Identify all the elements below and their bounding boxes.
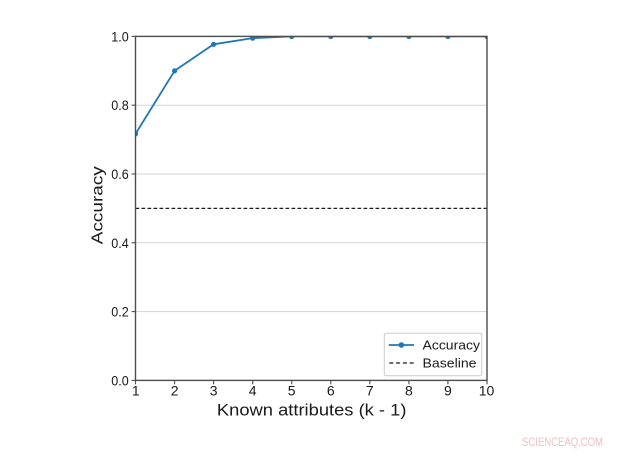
svg-text:5: 5 — [288, 382, 296, 398]
svg-text:9: 9 — [444, 382, 452, 398]
svg-text:0.6: 0.6 — [111, 166, 129, 182]
svg-text:3: 3 — [210, 382, 218, 398]
svg-text:8: 8 — [405, 382, 413, 398]
svg-text:0.0: 0.0 — [111, 372, 129, 388]
svg-text:SCIENCEAQ.COM: SCIENCEAQ.COM — [522, 437, 603, 449]
svg-text:2: 2 — [171, 382, 179, 398]
svg-text:4: 4 — [249, 382, 257, 398]
svg-text:6: 6 — [327, 382, 335, 398]
svg-text:7: 7 — [366, 382, 374, 398]
svg-text:10: 10 — [479, 382, 495, 398]
svg-text:0.2: 0.2 — [111, 304, 129, 320]
svg-text:Accuracy: Accuracy — [89, 166, 106, 244]
svg-text:1.0: 1.0 — [111, 28, 129, 44]
svg-text:Accuracy: Accuracy — [423, 338, 481, 353]
svg-text:0.4: 0.4 — [111, 235, 129, 251]
svg-text:0.8: 0.8 — [111, 97, 129, 113]
svg-text:Baseline: Baseline — [423, 356, 477, 371]
svg-text:1: 1 — [132, 382, 140, 398]
svg-text:Known attributes (k - 1): Known attributes (k - 1) — [217, 400, 407, 419]
